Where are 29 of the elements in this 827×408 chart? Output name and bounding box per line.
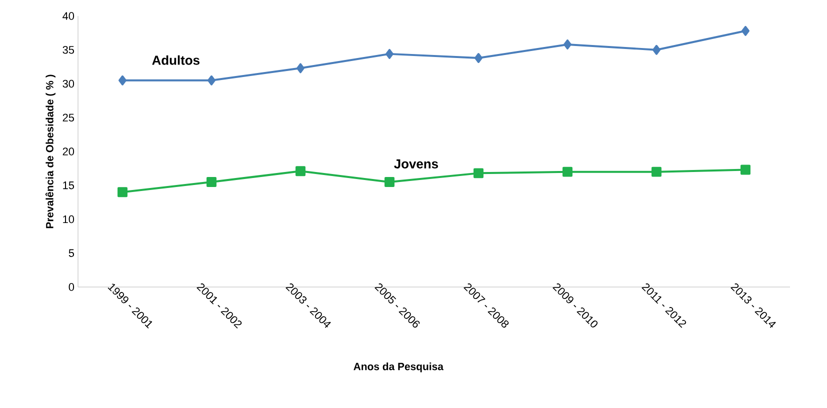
- series-label: Jovens: [394, 159, 438, 168]
- point: [740, 164, 750, 175]
- point: [652, 44, 660, 55]
- point: [474, 53, 482, 63]
- point: [564, 39, 572, 50]
- y-tick-label: 40: [62, 12, 74, 20]
- y-axis-title: Prevalência de Obesidade ( % ): [45, 74, 56, 228]
- y-tick-label: 35: [62, 46, 74, 54]
- series-label: Adultos: [152, 55, 200, 65]
- point: [208, 75, 216, 86]
- point: [384, 177, 394, 187]
- point: [296, 166, 306, 176]
- point: [118, 75, 126, 86]
- y-tick-label: 5: [68, 249, 74, 257]
- point: [296, 63, 304, 74]
- y-tick-label: 15: [63, 182, 74, 190]
- point: [118, 187, 128, 198]
- y-tick-label: 0: [68, 283, 74, 291]
- y-tick-label: 25: [62, 114, 74, 122]
- point: [474, 168, 484, 178]
- point: [562, 166, 572, 177]
- y-tick-label: 30: [62, 80, 74, 88]
- point: [742, 26, 750, 36]
- point: [206, 177, 216, 187]
- y-tick-label: 10: [63, 215, 74, 224]
- point: [652, 166, 662, 177]
- y-tick-label: 20: [62, 148, 74, 156]
- x-axis-title: Anos da Pesquisa: [354, 362, 444, 372]
- point: [386, 48, 394, 59]
